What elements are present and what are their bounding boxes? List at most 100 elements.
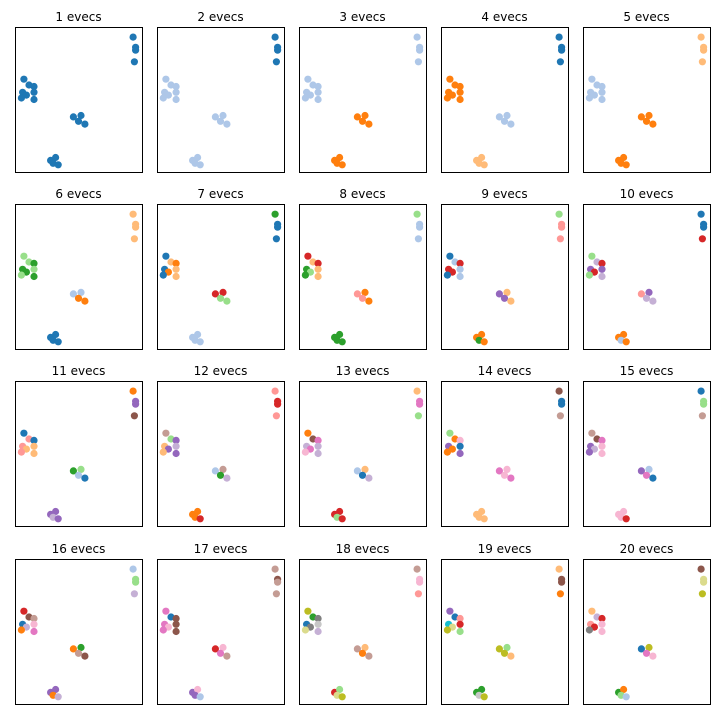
- data-point: [196, 515, 204, 523]
- data-point: [414, 412, 422, 420]
- data-point: [503, 465, 511, 473]
- data-point: [30, 449, 38, 458]
- subplot-3: 3 evecs: [299, 10, 427, 173]
- data-point: [172, 259, 180, 267]
- data-point: [478, 507, 486, 516]
- data-point: [585, 94, 594, 102]
- data-point: [314, 442, 322, 450]
- data-point: [645, 111, 653, 120]
- data-point: [52, 153, 60, 162]
- data-point: [20, 429, 28, 437]
- data-point: [314, 82, 322, 91]
- subplot-title: 19 evecs: [478, 542, 532, 556]
- data-point: [74, 117, 83, 125]
- data-point: [81, 652, 89, 660]
- data-point: [558, 400, 566, 408]
- subplot-5: 5 evecs: [583, 10, 711, 173]
- data-point: [314, 272, 322, 281]
- data-point: [637, 467, 646, 475]
- plot-frame: [583, 204, 711, 350]
- subplot-4: 4 evecs: [441, 10, 569, 173]
- data-point: [361, 643, 369, 652]
- data-point: [500, 117, 509, 125]
- data-point: [30, 265, 38, 273]
- data-point: [54, 693, 62, 701]
- plot-frame: [157, 559, 285, 705]
- data-point: [456, 614, 464, 623]
- data-point: [30, 627, 38, 636]
- subplot-17: 17 evecs: [157, 542, 285, 705]
- plot-frame: [441, 204, 569, 350]
- data-point: [271, 387, 279, 395]
- data-point: [162, 75, 170, 83]
- data-point: [598, 272, 606, 281]
- data-point: [77, 643, 85, 652]
- data-point: [194, 153, 202, 162]
- plot-frame: [299, 381, 427, 527]
- data-point: [495, 290, 503, 298]
- data-point: [196, 693, 204, 701]
- subplot-title: 8 evecs: [339, 187, 385, 201]
- subplot-title: 12 evecs: [194, 364, 248, 378]
- data-point: [159, 626, 167, 634]
- data-point: [54, 338, 62, 346]
- data-point: [585, 271, 594, 279]
- data-point: [413, 210, 421, 218]
- data-point: [443, 626, 451, 634]
- data-point: [194, 330, 202, 339]
- data-point: [314, 614, 322, 623]
- subplot-title: 3 evecs: [339, 10, 385, 24]
- data-point: [555, 210, 563, 218]
- data-point: [365, 120, 373, 128]
- data-point: [314, 265, 322, 273]
- data-point: [81, 474, 89, 482]
- data-point: [588, 252, 596, 260]
- data-point: [649, 297, 657, 305]
- data-point: [223, 120, 231, 128]
- data-point: [416, 578, 424, 586]
- data-point: [353, 113, 361, 121]
- data-point: [556, 590, 565, 598]
- data-point: [336, 507, 344, 516]
- data-point: [162, 252, 170, 260]
- data-point: [361, 111, 369, 120]
- data-point: [500, 649, 509, 657]
- data-point: [162, 429, 170, 437]
- data-point: [456, 265, 464, 273]
- data-point: [304, 607, 312, 615]
- data-point: [223, 474, 231, 482]
- data-point: [271, 210, 279, 218]
- data-point: [132, 578, 140, 586]
- subplot-title: 9 evecs: [481, 187, 527, 201]
- subplot-title: 1 evecs: [55, 10, 101, 24]
- subplot-title: 6 evecs: [55, 187, 101, 201]
- data-point: [69, 645, 77, 653]
- data-point: [30, 259, 38, 267]
- data-point: [365, 474, 373, 482]
- data-point: [314, 620, 322, 628]
- data-point: [620, 685, 628, 694]
- data-point: [443, 448, 451, 456]
- data-point: [622, 693, 630, 701]
- data-point: [588, 429, 596, 437]
- data-point: [17, 448, 25, 456]
- data-point: [500, 294, 509, 302]
- data-point: [698, 58, 707, 66]
- data-point: [416, 400, 424, 408]
- data-point: [314, 436, 322, 444]
- data-point: [620, 507, 628, 516]
- data-point: [414, 590, 422, 598]
- data-point: [223, 652, 231, 660]
- data-point: [272, 590, 280, 598]
- data-point: [172, 82, 180, 91]
- data-point: [159, 448, 167, 456]
- data-point: [413, 565, 421, 573]
- subplot-8: 8 evecs: [299, 187, 427, 350]
- data-point: [361, 288, 369, 296]
- data-point: [478, 330, 486, 339]
- data-point: [30, 82, 38, 91]
- data-point: [588, 607, 596, 615]
- data-point: [456, 449, 464, 458]
- subplot-12: 12 evecs: [157, 364, 285, 527]
- data-point: [314, 259, 322, 267]
